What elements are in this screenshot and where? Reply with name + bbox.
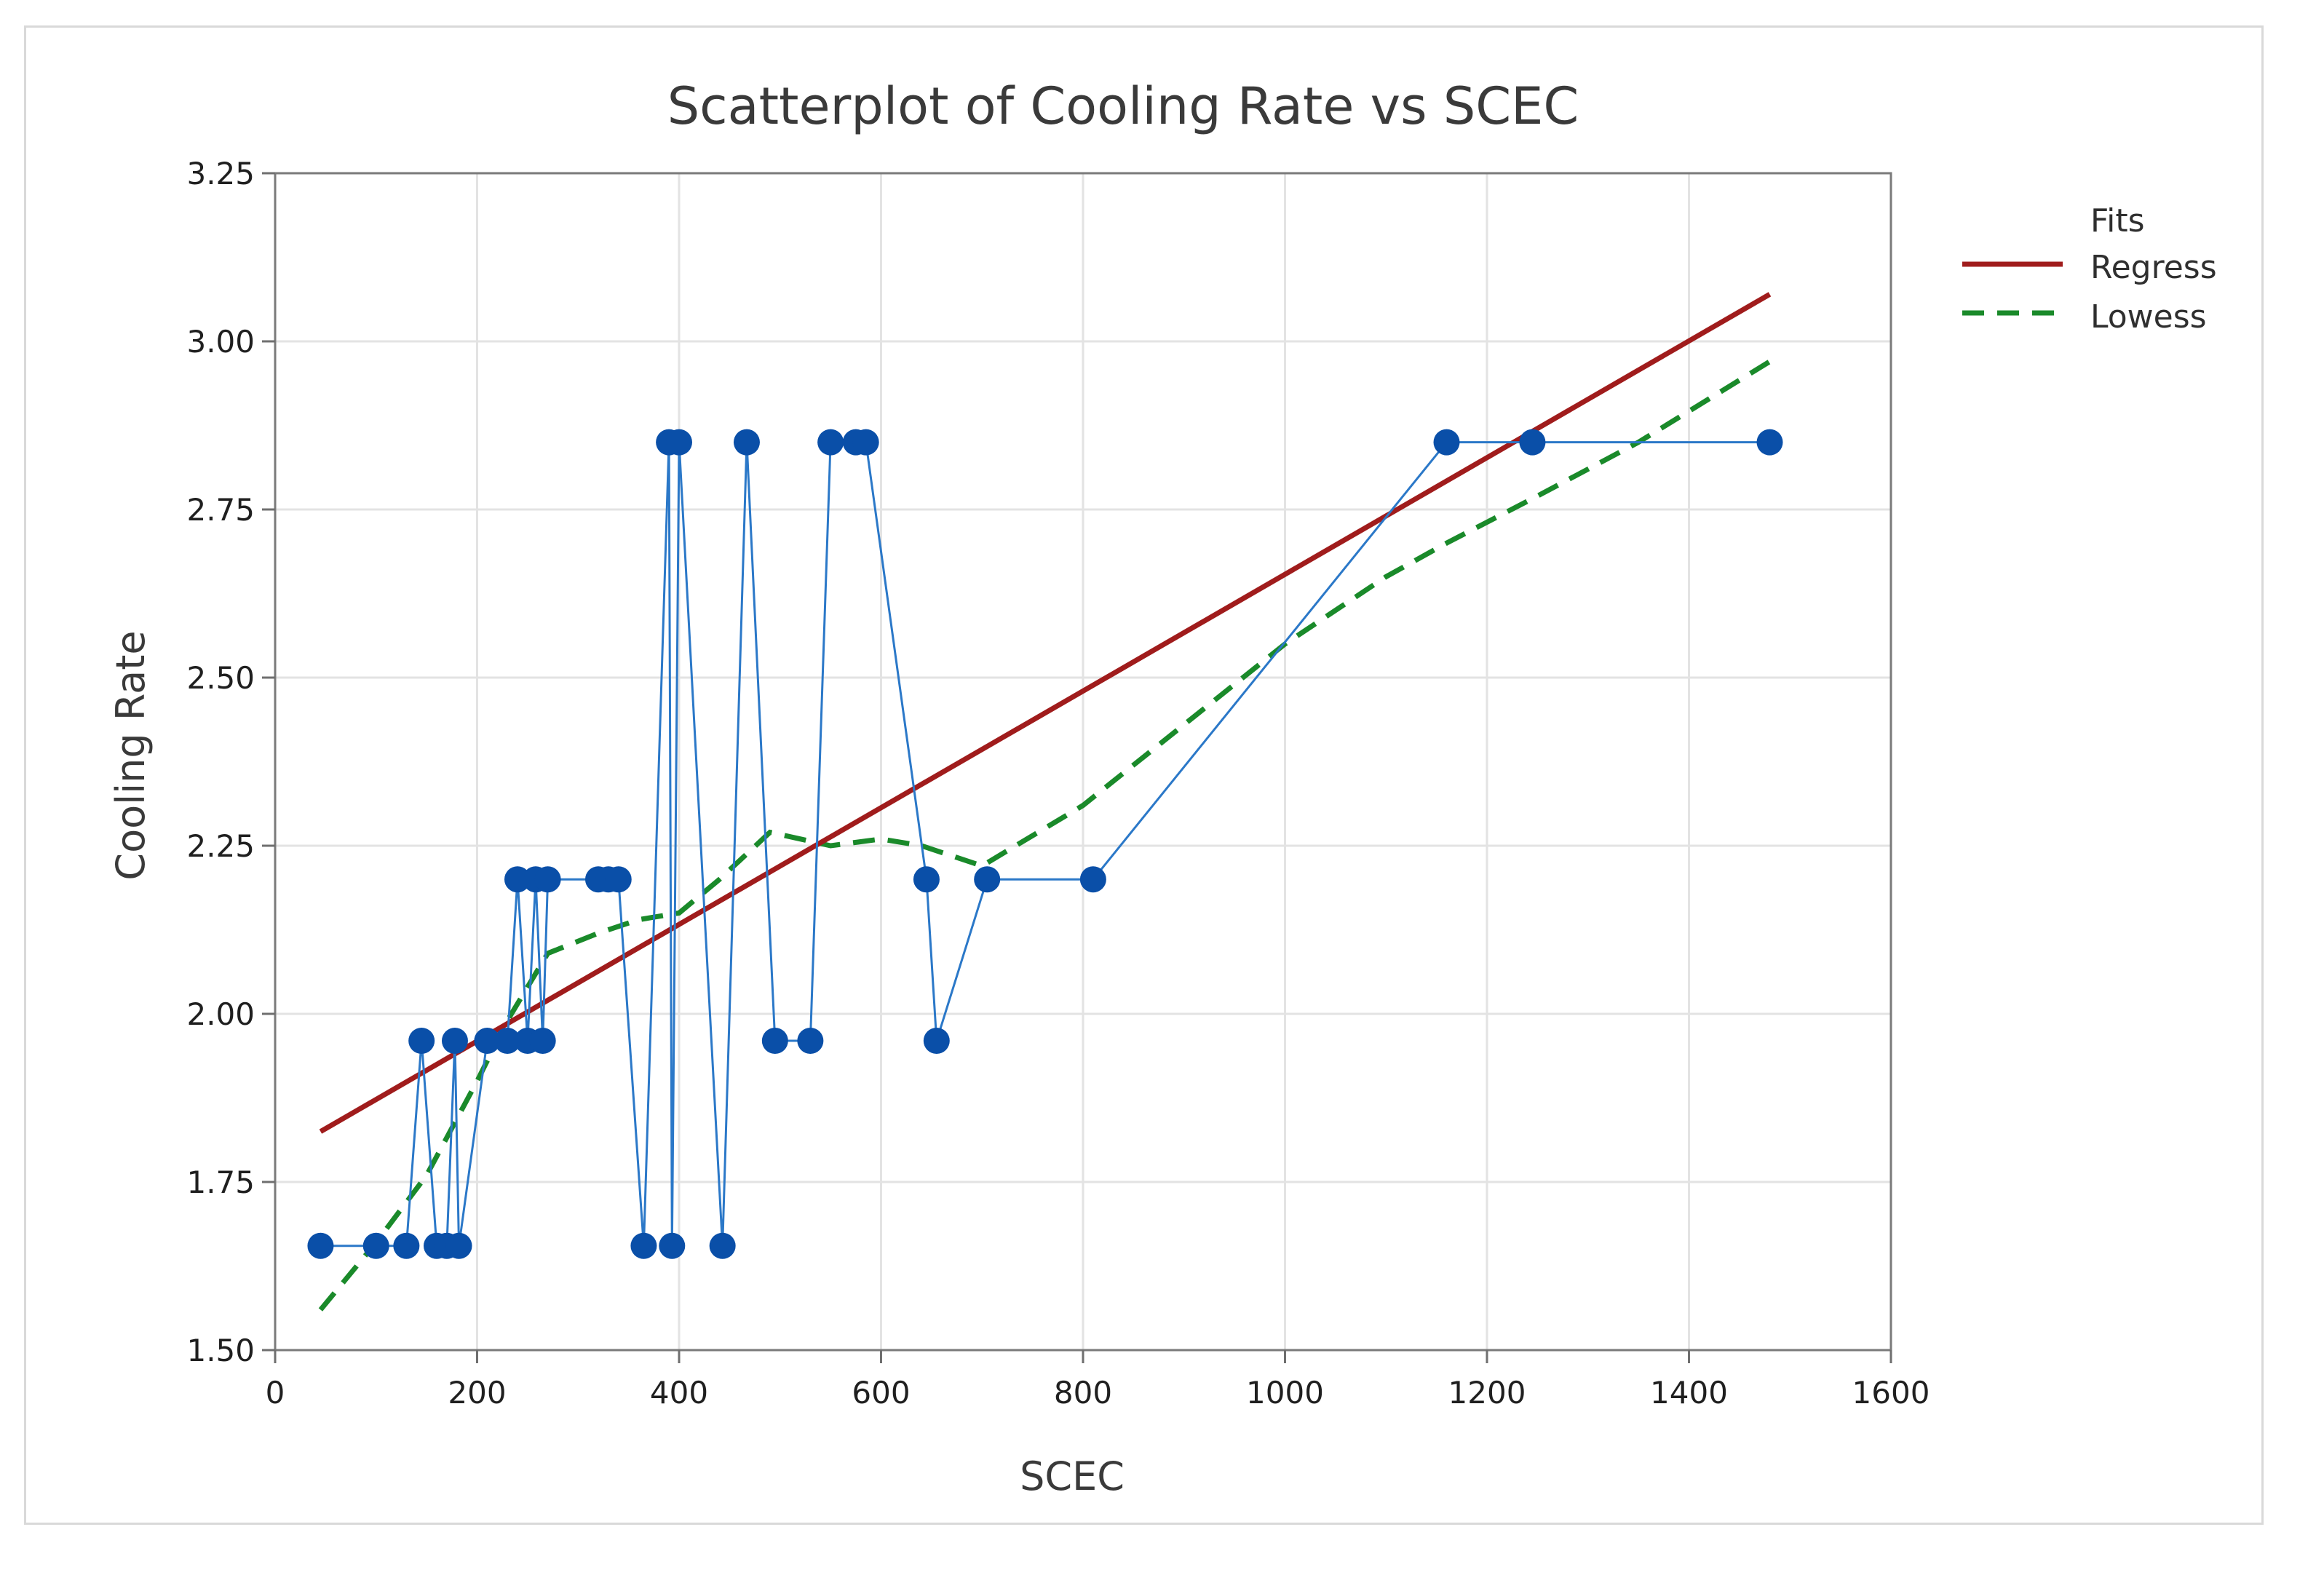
y-tick-label: 2.00 [186,996,255,1032]
lowess-fit-line [318,359,1772,1312]
data-point [1079,866,1106,893]
legend-label-regress: Regress [2090,249,2217,286]
regress-fit-line [319,292,1772,1134]
data-point [441,1027,468,1054]
x-tick-label: 800 [1054,1375,1112,1411]
x-tick-label: 1200 [1448,1375,1526,1411]
data-connect-line [320,441,1770,1247]
y-axis-label: Cooling Rate [108,630,154,880]
y-tick-label: 3.25 [186,156,255,191]
y-tick-label: 3.00 [186,324,255,360]
x-tick-label: 200 [448,1375,506,1411]
y-tick-label: 2.50 [186,660,255,696]
data-point [445,1232,472,1259]
data-point [494,1027,521,1054]
x-tick-label: 400 [650,1375,708,1411]
y-tick-label: 2.25 [186,828,255,864]
data-point [923,1027,950,1054]
data-point [630,1232,657,1259]
data-point [474,1027,501,1054]
data-point [666,429,692,456]
data-point [913,866,940,893]
x-tick-label: 0 [266,1375,285,1411]
data-point [529,1027,556,1054]
data-point [852,429,879,456]
data-point [534,866,561,893]
data-point [307,1232,334,1259]
data-point [709,1232,736,1259]
data-point [1519,429,1546,456]
data-point [659,1232,686,1259]
data-point [974,866,1001,893]
legend-label-lowess: Lowess [2090,298,2207,336]
grid-lines [275,173,1891,1350]
data-point [605,866,632,893]
y-tick-label: 2.75 [186,492,255,528]
x-tick-label: 1600 [1852,1375,1930,1411]
data-point [1756,429,1783,456]
y-tick-label: 1.75 [186,1165,255,1200]
axis-ticks: 0 200 400 600 800 1000 1200 1400 1600 1.50 1.75 2.0… [186,156,1930,1411]
data-point [393,1232,420,1259]
x-tick-label: 1400 [1650,1375,1728,1411]
chart-title: Scatterplot of Cooling Rate vs SCEC [667,76,1579,136]
data-point [817,429,844,456]
data-point [362,1232,389,1259]
legend-title: Fits [2090,202,2145,239]
x-axis-label: SCEC [1020,1453,1125,1499]
data-point [504,866,531,893]
data-point [761,1027,788,1054]
data-point [408,1027,435,1054]
series-layer [307,292,1783,1312]
legend: Fits Regress Lowess [1962,202,2217,336]
data-point [797,1027,824,1054]
data-point [733,429,760,456]
x-tick-label: 1000 [1246,1375,1324,1411]
data-point [1433,429,1460,456]
y-tick-label: 1.50 [186,1333,255,1368]
x-tick-label: 600 [852,1375,910,1411]
